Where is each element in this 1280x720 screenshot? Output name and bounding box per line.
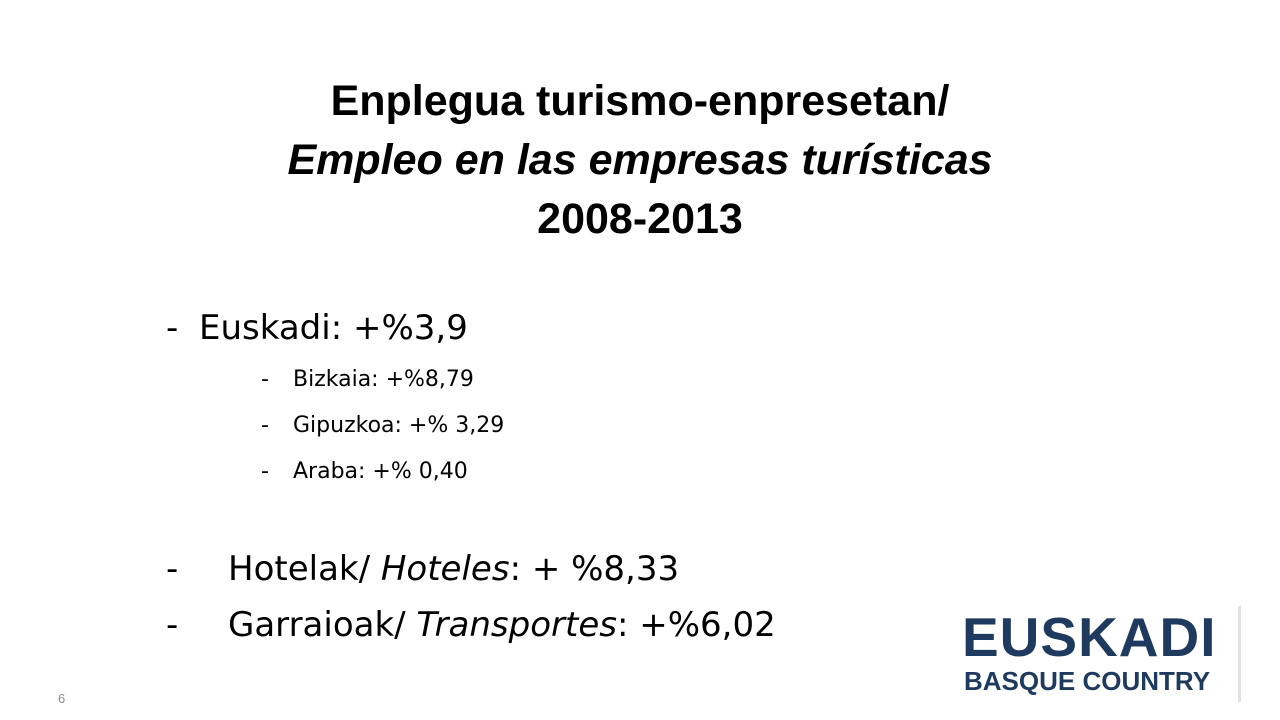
bullet-dash: - [261,367,269,392]
slide-title: Enplegua turismo-enpresetan/ Empleo en l… [0,72,1280,249]
page-number: 6 [58,691,66,706]
title-line-3: 2008-2013 [537,195,743,243]
bullet-text: Gipuzkoa: +% 3,29 [293,413,505,438]
bullet-label: Hotelak/ [228,549,381,589]
bullet-text: Bizkaia: +%8,79 [293,367,474,392]
title-line-1: Enplegua turismo-enpresetan/ [330,77,950,125]
bullet-gipuzkoa: - Gipuzkoa: +% 3,29 [261,413,504,438]
bullet-dash: - [261,459,269,484]
bullet-value: : + %8,33 [509,549,680,589]
logo-line-1: EUSKADI [962,606,1217,668]
bullet-label: Garraioak/ [228,605,417,645]
bullet-label-italic: Hoteles [380,549,510,589]
bullet-dash: - [261,413,269,438]
bullet-hotelak: - Hotelak/ Hoteles: + %8,33 [166,549,679,589]
bullet-text: Araba: +% 0,40 [293,459,468,484]
bullet-label-italic: Transportes [416,605,617,645]
bullet-garraioak: - Garraioak/ Transportes: +%6,02 [166,605,776,645]
bullet-dash: - [166,308,179,348]
bullet-text: Euskadi: +%3,9 [199,308,468,348]
logo-line-2: BASQUE COUNTRY [964,666,1211,696]
euskadi-logo: EUSKADI BASQUE COUNTRY [962,606,1241,702]
bullet-euskadi: - Euskadi: +%3,9 [166,308,468,348]
bullet-bizkaia: - Bizkaia: +%8,79 [261,367,474,392]
bullet-value: : +%6,02 [616,605,776,645]
title-line-2: Empleo en las empresas turísticas [287,136,993,184]
bullet-dash: - [166,549,179,589]
bullet-araba: - Araba: +% 0,40 [261,459,468,484]
bullet-dash: - [166,605,179,645]
